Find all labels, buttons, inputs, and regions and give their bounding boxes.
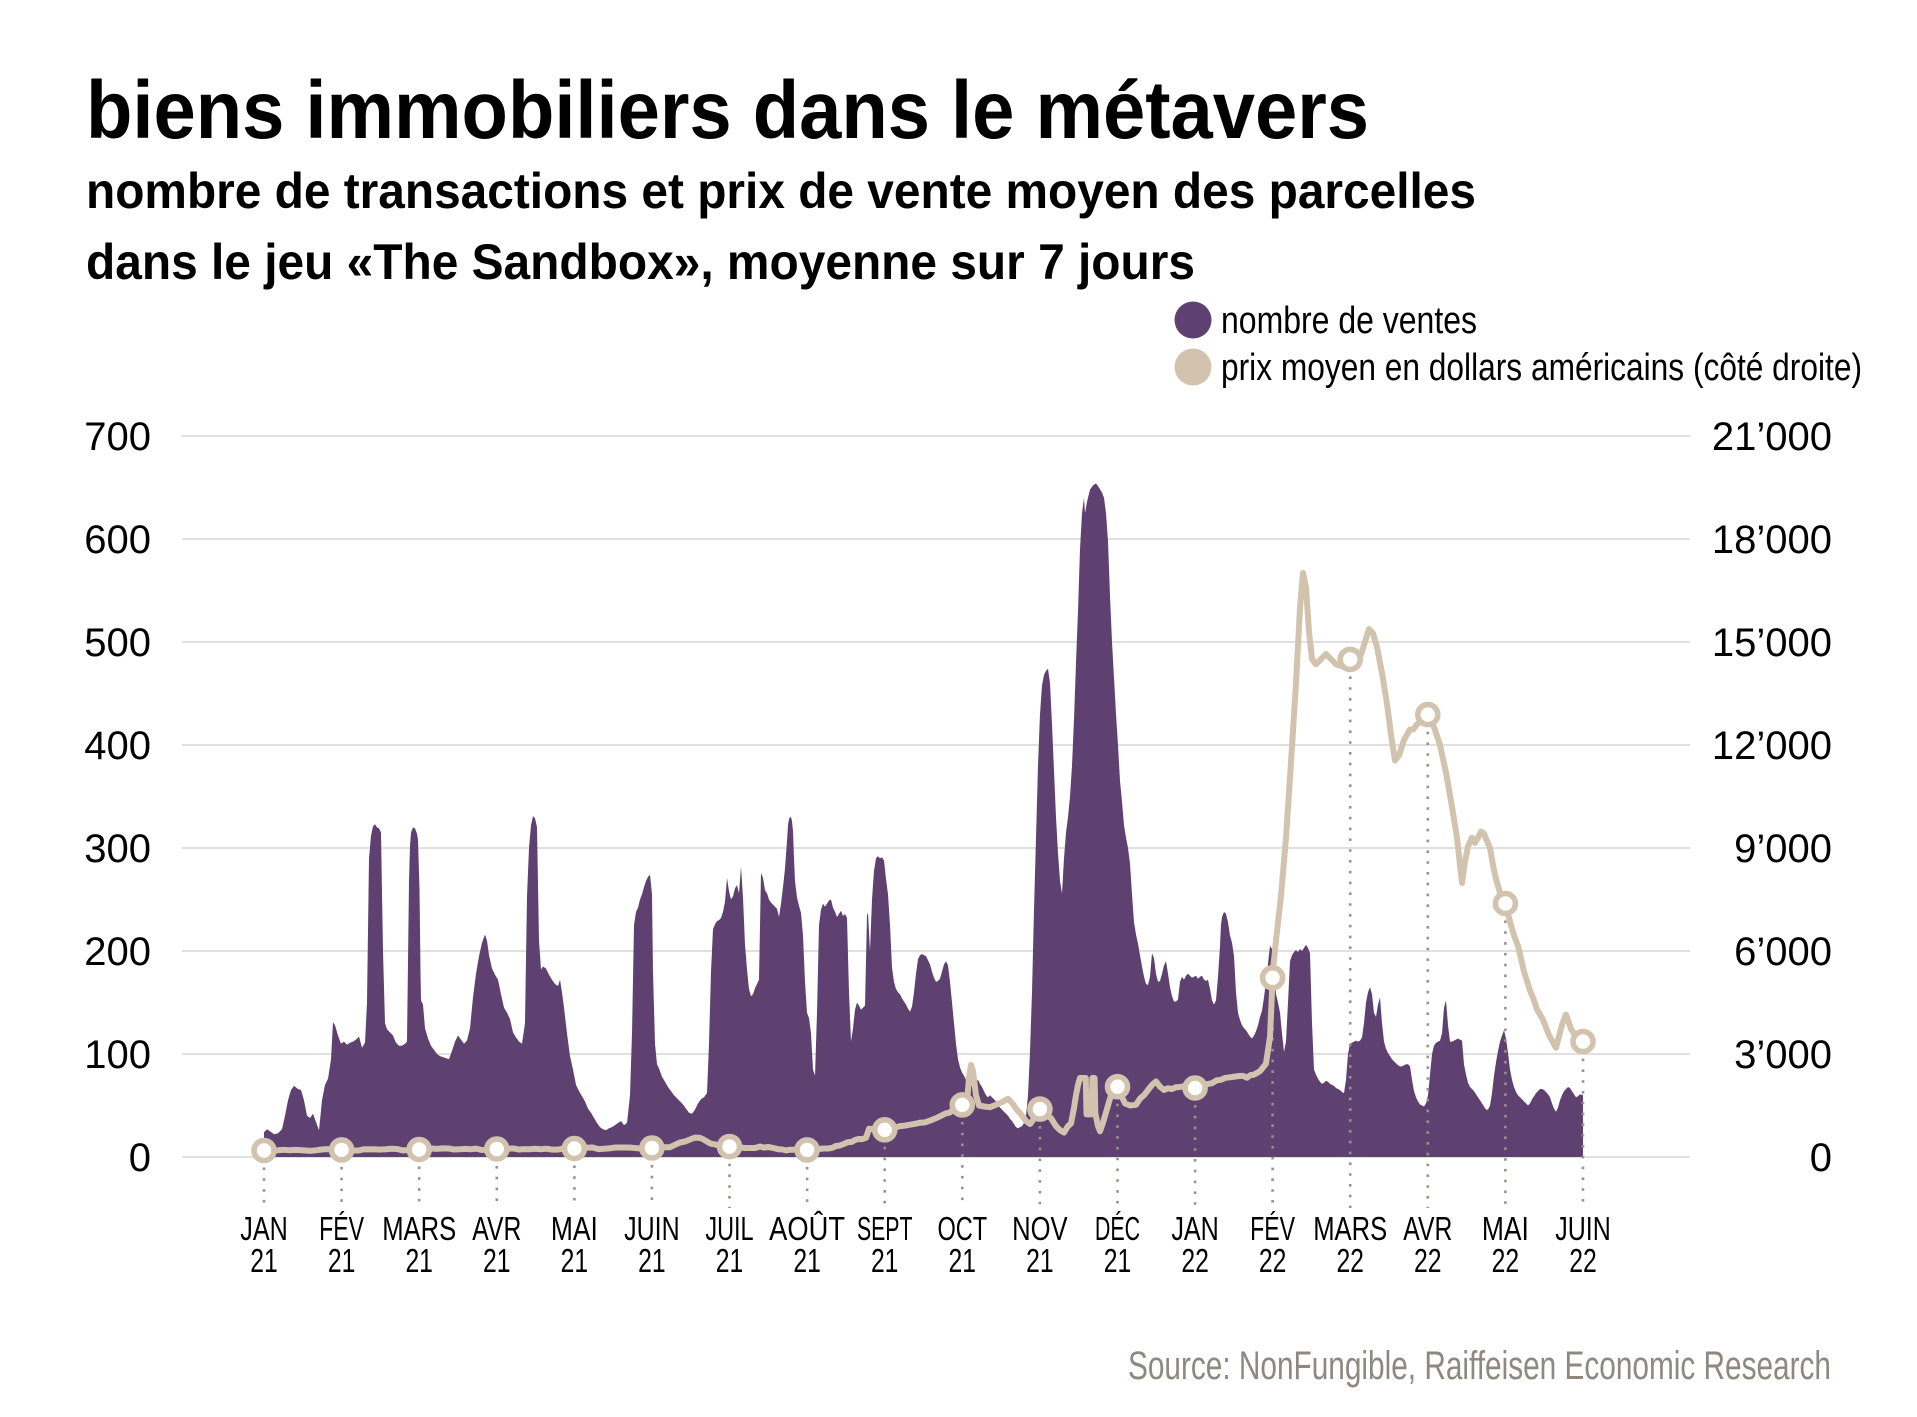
svg-text:FÉV: FÉV [319, 1210, 364, 1247]
svg-text:biens immobiliers dans le méta: biens immobiliers dans le métavers [86, 65, 1369, 156]
svg-text:21: 21 [328, 1242, 356, 1279]
svg-text:21: 21 [405, 1242, 433, 1279]
svg-text:300: 300 [84, 827, 151, 871]
svg-text:JUIN: JUIN [1555, 1210, 1611, 1247]
svg-text:0: 0 [129, 1136, 151, 1180]
svg-text:21: 21 [250, 1242, 278, 1279]
svg-text:600: 600 [84, 518, 151, 562]
svg-text:21: 21 [793, 1242, 821, 1279]
svg-text:SEPT: SEPT [857, 1210, 913, 1247]
svg-text:Source: NonFungible, Raiffeise: Source: NonFungible, Raiffeisen Economic… [1128, 1344, 1831, 1388]
svg-text:18’000: 18’000 [1712, 518, 1832, 562]
svg-text:JAN: JAN [1171, 1210, 1219, 1247]
svg-text:15’000: 15’000 [1712, 621, 1832, 665]
svg-text:21: 21 [716, 1242, 744, 1279]
svg-text:AVR: AVR [472, 1210, 521, 1247]
svg-text:AOÛT: AOÛT [769, 1210, 845, 1247]
svg-text:NOV: NOV [1012, 1210, 1068, 1247]
svg-text:nombre de transactions et prix: nombre de transactions et prix de vente … [86, 163, 1476, 219]
svg-text:MAI: MAI [1482, 1210, 1529, 1247]
svg-text:22: 22 [1414, 1242, 1442, 1279]
svg-text:MARS: MARS [382, 1210, 456, 1247]
svg-text:6’000: 6’000 [1734, 930, 1832, 974]
svg-text:12’000: 12’000 [1712, 724, 1832, 768]
svg-text:nombre de ventes: nombre de ventes [1221, 300, 1477, 342]
svg-text:21: 21 [638, 1242, 666, 1279]
svg-text:21: 21 [483, 1242, 511, 1279]
svg-text:MARS: MARS [1313, 1210, 1387, 1247]
svg-text:400: 400 [84, 724, 151, 768]
svg-text:21: 21 [1104, 1242, 1132, 1279]
svg-text:OCT: OCT [937, 1210, 987, 1247]
svg-text:FÉV: FÉV [1250, 1210, 1295, 1247]
svg-text:21: 21 [1026, 1242, 1054, 1279]
svg-text:prix moyen en dollars américai: prix moyen en dollars américains (côté d… [1221, 347, 1862, 389]
svg-text:21: 21 [561, 1242, 589, 1279]
svg-text:JUIN: JUIN [624, 1210, 680, 1247]
svg-text:0: 0 [1810, 1136, 1832, 1180]
svg-text:MAI: MAI [551, 1210, 598, 1247]
svg-text:200: 200 [84, 930, 151, 974]
svg-text:21: 21 [871, 1242, 899, 1279]
svg-text:22: 22 [1569, 1242, 1597, 1279]
svg-text:22: 22 [1492, 1242, 1520, 1279]
svg-text:3’000: 3’000 [1734, 1033, 1832, 1077]
svg-text:21: 21 [949, 1242, 977, 1279]
svg-text:DÉC: DÉC [1095, 1210, 1140, 1247]
svg-text:22: 22 [1181, 1242, 1209, 1279]
svg-text:9’000: 9’000 [1734, 827, 1832, 871]
svg-text:AVR: AVR [1403, 1210, 1452, 1247]
svg-text:22: 22 [1259, 1242, 1287, 1279]
svg-text:JAN: JAN [240, 1210, 288, 1247]
svg-text:100: 100 [84, 1033, 151, 1077]
svg-text:JUIL: JUIL [705, 1210, 753, 1247]
svg-text:500: 500 [84, 621, 151, 665]
svg-text:dans le jeu «The Sandbox», moy: dans le jeu «The Sandbox», moyenne sur 7… [86, 234, 1195, 290]
svg-text:21’000: 21’000 [1712, 415, 1832, 459]
svg-text:700: 700 [84, 415, 151, 459]
svg-text:22: 22 [1336, 1242, 1364, 1279]
